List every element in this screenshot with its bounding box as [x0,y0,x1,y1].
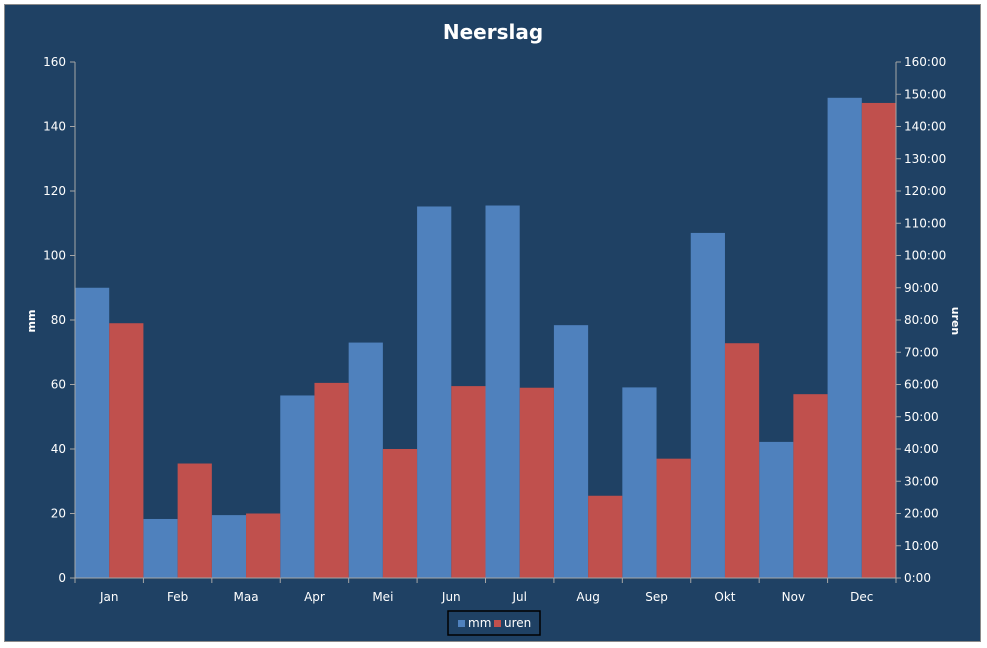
y2-tick-label: 0:00 [904,571,931,585]
y-tick-label: 160 [43,55,66,69]
y2-tick-label: 160:00 [904,55,946,69]
bar-mm-jun [417,206,452,579]
bar-uren-jul [519,387,554,578]
y-tick-label: 100 [43,249,66,263]
bar-uren-mei [382,449,418,578]
y2-tick-label: 80:00 [904,313,939,327]
bar-mm-apr [280,395,315,578]
chart-frame: Neerslag mm uren 0 20 40 60 80 100 120 140 160 0:… [4,4,981,642]
y2-tick-label: 20:00 [904,507,939,521]
bar-uren-jan [109,323,144,578]
y-tick-label: 140 [43,120,66,134]
chart-svg: Neerslag mm uren 0 20 40 60 80 100 120 140 160 0:… [25,20,962,636]
bar-mm-mei [348,342,383,578]
bar-uren-aug [588,495,623,578]
x-tick-label-jan: Jan [99,590,119,604]
y-tick-label: 120 [43,184,66,198]
y-tick-label: 20 [51,507,66,521]
bar-uren-feb [177,463,212,578]
bar-uren-nov [793,394,828,578]
bar-mm-aug [553,325,589,578]
bar-mm-okt [690,232,725,579]
y2-tick-label: 60:00 [904,378,939,392]
bar-mm-jul [485,205,520,578]
legend-box [447,610,541,636]
bar-mm-dec [827,97,862,579]
bar-mm-maa [211,515,247,578]
x-tick-label-maa: Maa [234,590,259,604]
y-tick-label: 40 [51,442,66,456]
x-tick-label-dec: Dec [850,590,873,604]
y2-tick-label: 100:00 [904,249,946,263]
x-tick-label-feb: Feb [167,590,188,604]
y2-tick-label: 140:00 [904,120,946,134]
x-tick-label-aug: Aug [576,590,599,604]
bar-uren-okt [724,343,760,578]
y2-tick-label: 30:00 [904,474,939,488]
x-tick-label-mei: Mei [372,590,393,604]
x-tick-label-sep: Sep [645,590,668,604]
x-tick-label-nov: Nov [782,590,805,604]
bar-mm-feb [143,518,178,578]
legend-label-uren: uren [504,616,531,630]
legend-swatch-mm [458,620,465,627]
x-tick-label-apr: Apr [304,590,325,604]
y2-tick-label: 110:00 [904,216,946,230]
bar-uren-maa [246,513,281,578]
y2-tick-label: 10:00 [904,539,939,553]
bar-uren-apr [314,382,349,578]
chart-title: Neerslag [443,20,543,44]
bar-mm-jan [75,287,110,578]
x-tick-label-jun: Jun [441,590,461,604]
bar-mm-sep [622,387,657,578]
legend-swatch-uren [494,620,501,627]
y2-tick-label: 120:00 [904,184,946,198]
y-tick-label: 80 [51,313,66,327]
y-tick-label: 60 [51,378,66,392]
y2-tick-label: 90:00 [904,281,939,295]
bar-mm-nov [759,441,794,578]
y2-tick-label: 150:00 [904,87,946,101]
x-tick-label-okt: Okt [714,590,735,604]
legend: mm uren [447,610,541,636]
plot-area: 0 20 40 60 80 100 120 140 160 0:00 10:00 20:00 30:00… [43,55,946,604]
bar-uren-sep [656,458,691,578]
bar-uren-jun [451,386,486,578]
y-tick-label: 0 [58,571,66,585]
bar-uren-dec [861,102,896,579]
x-tick-label-jul: Jul [511,590,526,604]
y2-tick-label: 50:00 [904,410,939,424]
y2-tick-label: 130:00 [904,152,946,166]
y2-tick-label: 70:00 [904,345,939,359]
y2-axis-title: uren [949,307,962,336]
y-axis-title: mm [25,310,38,333]
legend-label-mm: mm [468,616,491,630]
y2-tick-label: 40:00 [904,442,939,456]
